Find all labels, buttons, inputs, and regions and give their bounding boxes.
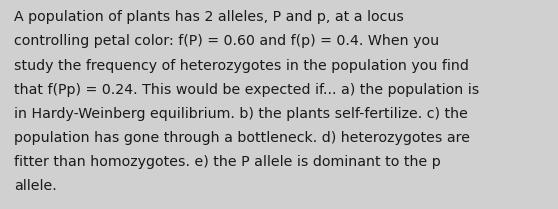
- Text: controlling petal color: f(P) = 0.60 and f(p) = 0.4. When you: controlling petal color: f(P) = 0.60 and…: [14, 34, 439, 48]
- Text: fitter than homozygotes. e) the P allele is dominant to the p: fitter than homozygotes. e) the P allele…: [14, 155, 441, 169]
- Text: allele.: allele.: [14, 179, 57, 193]
- Text: that f(Pp) = 0.24. This would be expected if... a) the population is: that f(Pp) = 0.24. This would be expecte…: [14, 83, 479, 97]
- Text: in Hardy-Weinberg equilibrium. b) the plants self-fertilize. c) the: in Hardy-Weinberg equilibrium. b) the pl…: [14, 107, 468, 121]
- Text: population has gone through a bottleneck. d) heterozygotes are: population has gone through a bottleneck…: [14, 131, 470, 145]
- Text: study the frequency of heterozygotes in the population you find: study the frequency of heterozygotes in …: [14, 59, 469, 73]
- Text: A population of plants has 2 alleles, P and p, at a locus: A population of plants has 2 alleles, P …: [14, 10, 404, 24]
